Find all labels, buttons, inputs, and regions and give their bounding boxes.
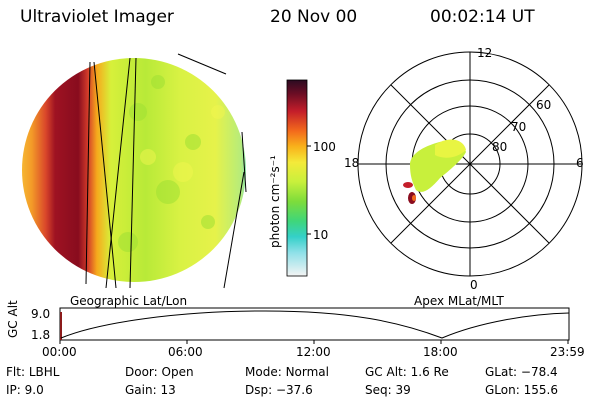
info-door: Door: Open [125,365,194,379]
info-flt: Flt: LBHL [6,365,60,379]
altitude-ytick-1-8: 1.8 [31,328,51,342]
xtick-0000: 00:00 [42,345,77,359]
mlt-label-18: 18 [344,156,360,170]
altitude-ytick-9: 9.0 [31,307,51,321]
geographic-image [22,53,247,289]
xtick-0600: 06:00 [168,345,203,359]
info-gc-alt: GC Alt: 1.6 Re [365,365,449,379]
info-glon: GLon: 155.6 [485,383,558,397]
mlat-label-60: 60 [536,98,552,112]
mlt-label-0: 0 [470,278,478,292]
info-dsp: Dsp: −37.6 [245,383,313,397]
info-mode: Mode: Normal [245,365,329,379]
altitude-strip-plot [59,307,570,344]
instrument-title: Ultraviolet Imager [20,7,174,27]
colorbar-tick-100: 100 [313,140,336,154]
xtick-2359: 23:59 [550,345,585,359]
colorbar-tick-10: 10 [313,228,329,242]
altitude-ylabel: GC Alt [6,300,20,338]
xtick-1800: 18:00 [423,345,458,359]
info-glat: GLat: −78.4 [485,365,558,379]
polar-mlat-mlt-plot [357,51,583,277]
mlat-label-70: 70 [511,120,527,134]
date-label: 20 Nov 00 [270,7,358,27]
left-panel-label: Geographic Lat/Lon [70,294,188,308]
info-gain: Gain: 13 [125,383,176,397]
info-seq: Seq: 39 [365,383,411,397]
colorbar-unit-label: photon cm⁻²s⁻¹ [268,155,282,248]
time-label: 00:02:14 UT [430,7,535,27]
mlt-label-12: 12 [477,46,493,60]
mlat-label-80: 80 [492,140,508,154]
info-ip: IP: 9.0 [6,383,44,397]
right-panel-label: Apex MLat/MLT [414,294,504,308]
xtick-1200: 12:00 [296,345,331,359]
color-scale-bar [286,79,311,277]
mlt-label-6: 6 [576,156,584,170]
